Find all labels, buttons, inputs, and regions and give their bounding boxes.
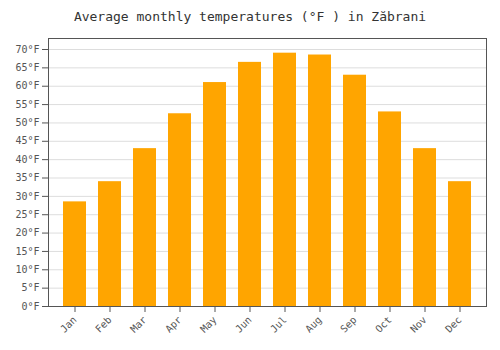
svg-text:Jul: Jul: [268, 314, 289, 335]
svg-text:Mar: Mar: [128, 314, 149, 335]
svg-text:45°F: 45°F: [15, 135, 39, 146]
svg-text:20°F: 20°F: [15, 227, 39, 238]
svg-text:Jan: Jan: [58, 314, 79, 335]
html-text:Average monthly temperatures (: Average monthly temperatures (°F ) in Ză…: [73, 9, 427, 24]
svg-text:65°F: 65°F: [15, 62, 39, 73]
svg-text:Jun: Jun: [233, 314, 254, 335]
svg-text:15°F: 15°F: [15, 246, 39, 257]
svg-text:40°F: 40°F: [15, 154, 39, 165]
svg-text:Apr: Apr: [163, 314, 184, 335]
svg-text:0°F: 0°F: [21, 301, 39, 312]
svg-text:5°F: 5°F: [21, 282, 39, 293]
svg-text:May: May: [198, 314, 219, 335]
svg-text:Feb: Feb: [93, 314, 114, 335]
svg-text:70°F: 70°F: [15, 44, 39, 55]
svg-text:Dec: Dec: [443, 314, 464, 335]
svg-text:10°F: 10°F: [15, 264, 39, 275]
svg-text:55°F: 55°F: [15, 99, 39, 110]
svg-text:Nov: Nov: [408, 314, 429, 335]
svg-text:30°F: 30°F: [15, 191, 39, 202]
svg-text:35°F: 35°F: [15, 172, 39, 183]
svg-text:25°F: 25°F: [15, 209, 39, 220]
svg-text:60°F: 60°F: [15, 80, 39, 91]
svg-text:50°F: 50°F: [15, 117, 39, 128]
svg-text:Sep: Sep: [338, 314, 359, 335]
svg-text:Aug: Aug: [303, 314, 324, 335]
svg-text:Oct: Oct: [373, 314, 394, 335]
